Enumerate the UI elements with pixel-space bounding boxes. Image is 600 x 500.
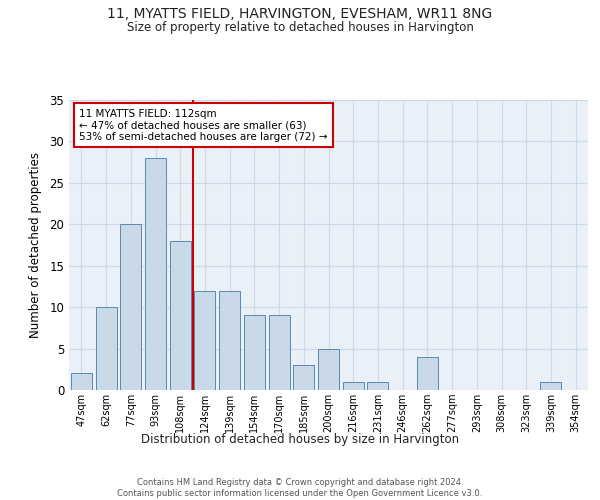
Bar xyxy=(318,348,339,390)
Bar xyxy=(293,365,314,390)
Bar xyxy=(219,290,240,390)
Bar xyxy=(95,307,116,390)
Bar xyxy=(244,316,265,390)
Text: Contains HM Land Registry data © Crown copyright and database right 2024.
Contai: Contains HM Land Registry data © Crown c… xyxy=(118,478,482,498)
Text: Size of property relative to detached houses in Harvington: Size of property relative to detached ho… xyxy=(127,21,473,34)
Bar xyxy=(417,357,438,390)
Bar xyxy=(145,158,166,390)
Bar xyxy=(269,316,290,390)
Bar xyxy=(71,374,92,390)
Bar xyxy=(170,241,191,390)
Text: Distribution of detached houses by size in Harvington: Distribution of detached houses by size … xyxy=(141,432,459,446)
Text: 11, MYATTS FIELD, HARVINGTON, EVESHAM, WR11 8NG: 11, MYATTS FIELD, HARVINGTON, EVESHAM, W… xyxy=(107,8,493,22)
Bar xyxy=(541,382,562,390)
Text: 11 MYATTS FIELD: 112sqm
← 47% of detached houses are smaller (63)
53% of semi-de: 11 MYATTS FIELD: 112sqm ← 47% of detache… xyxy=(79,108,328,142)
Bar xyxy=(367,382,388,390)
Bar xyxy=(343,382,364,390)
Bar xyxy=(120,224,141,390)
Bar xyxy=(194,290,215,390)
Y-axis label: Number of detached properties: Number of detached properties xyxy=(29,152,43,338)
